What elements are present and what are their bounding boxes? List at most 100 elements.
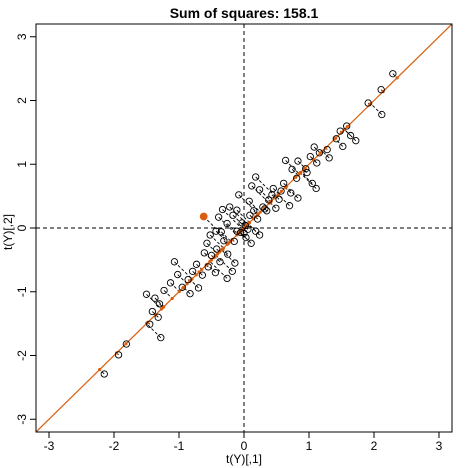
data-point [204,263,212,271]
data-point [248,182,256,190]
data-point [247,239,255,247]
data-point [265,196,273,204]
residual-segment [299,172,317,189]
y-tick-label: -1 [15,286,29,297]
data-points [100,70,397,378]
x-tick-label: 3 [436,439,443,453]
data-point [178,283,186,291]
data-point [288,165,296,174]
data-point [174,270,182,279]
data-point [160,286,168,295]
data-point [142,290,151,298]
residual-segment [209,261,228,279]
data-point [226,203,234,211]
x-tick-label: -2 [109,439,120,453]
data-point [212,227,220,235]
projected-point [334,136,338,140]
data-point [233,206,241,214]
highlighted-point [199,212,208,221]
x-tick-label: 0 [241,439,248,453]
residual-segment [313,159,318,164]
data-point [245,197,253,205]
data-point [214,213,223,221]
residual-segment [152,311,156,316]
data-point [287,189,295,197]
data-point [253,215,262,223]
data-point [194,284,203,292]
data-point [275,195,283,203]
residual-segment [283,183,287,187]
data-point [263,207,271,215]
x-tick-label: 2 [371,439,378,453]
residual-segment [223,240,228,245]
data-point [268,191,276,199]
residual-segment [146,323,162,338]
residual-segment [170,282,180,292]
data-point [281,156,290,165]
data-point [352,137,360,145]
projected-points [98,76,399,372]
data-point [346,131,355,140]
residual-segment [209,234,224,249]
projected-point [228,240,232,244]
data-point [323,145,331,154]
highlighted-point-group [199,212,208,221]
data-point [229,211,237,219]
data-point [218,205,227,214]
projected-point [277,192,281,196]
data-point [155,300,164,308]
data-point [170,258,179,266]
data-point [184,275,192,284]
data-point [315,149,324,157]
residual-segment [192,271,197,276]
data-point [186,290,194,298]
data-point [211,268,220,277]
projected-point [181,285,186,289]
data-point [325,154,333,162]
data-point [151,294,159,302]
data-point [230,237,238,246]
residual-segment [155,314,159,318]
data-point [233,227,241,235]
residual-segment [163,290,173,299]
y-tick-label: -3 [15,414,29,425]
residual-segment [251,185,270,204]
projected-point [194,273,198,277]
data-point [231,259,239,267]
data-point [244,225,252,233]
data-point [237,228,245,237]
residual-segment [334,138,344,147]
residual-segment [216,248,220,253]
data-point [100,370,108,378]
residual-segment [300,171,313,184]
data-point [343,122,351,130]
projected-point [395,76,399,80]
residual-segment [253,210,258,215]
data-point [192,260,201,268]
data-point [223,219,231,228]
data-point [203,239,211,247]
data-point [272,204,280,212]
projected-point [208,259,212,264]
data-point [200,249,209,257]
data-point [157,333,165,342]
projected-point [200,267,204,272]
chart-title: Sum of squares: 158.1 [170,5,319,21]
projected-point [297,172,301,176]
data-point [294,194,302,202]
data-point [259,203,267,211]
data-point [364,99,372,107]
data-point [148,307,157,316]
data-point [217,228,225,236]
data-point [252,173,260,181]
projected-point [256,212,260,216]
data-point [122,340,131,348]
x-tick-label: -3 [44,439,55,453]
residual-segment [239,231,252,244]
data-point [146,320,154,328]
residual-segment [370,103,383,115]
y-tick-label: 2 [15,97,29,104]
data-point [261,205,269,213]
data-point [306,152,314,161]
